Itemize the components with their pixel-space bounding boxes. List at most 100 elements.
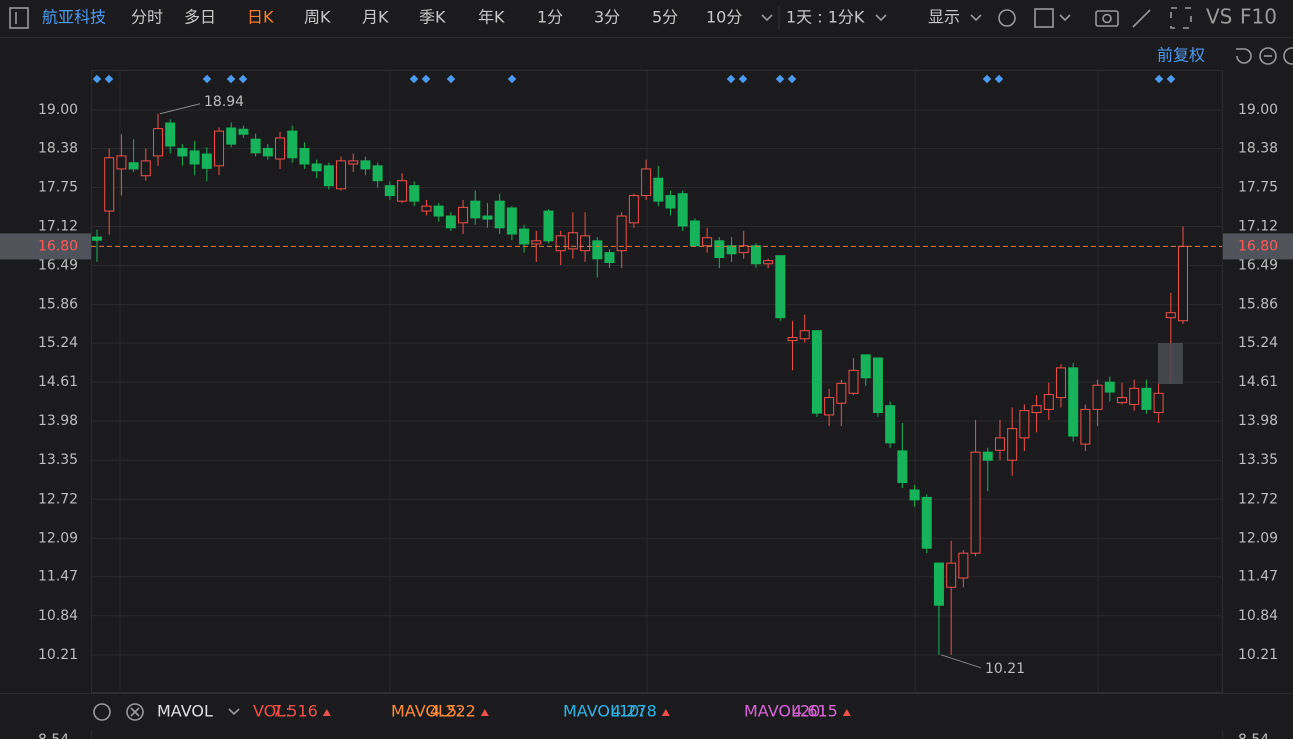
candle-body — [397, 180, 408, 202]
y-tick-label: 18.38 — [38, 140, 78, 156]
volume-axis-label: 8.54 — [38, 732, 69, 739]
y-tick-label-right: 11.47 — [1238, 569, 1278, 585]
candle-body — [458, 206, 469, 224]
checkbox-chevron[interactable] — [1059, 14, 1071, 22]
period-tab[interactable]: 分时 — [131, 8, 163, 27]
f10-button[interactable]: F10 — [1240, 5, 1277, 29]
candle-body — [726, 245, 737, 255]
period-tab[interactable]: 10分 — [706, 8, 742, 27]
fullscreen-icon[interactable] — [1170, 7, 1192, 29]
period-tab[interactable]: 季K — [419, 8, 446, 27]
event-marker[interactable] — [92, 74, 102, 84]
more-chevron[interactable] — [761, 14, 773, 22]
event-marker[interactable] — [104, 74, 114, 84]
event-marker[interactable] — [421, 74, 431, 84]
candle-body — [165, 122, 176, 147]
event-marker[interactable] — [202, 74, 212, 84]
event-marker[interactable] — [238, 74, 248, 84]
zoom-in-icon[interactable] — [1283, 47, 1293, 65]
stock-name[interactable]: 航亚科技 — [42, 8, 106, 27]
candle-body — [714, 240, 725, 259]
period-tab[interactable]: 年K — [478, 8, 505, 27]
candle-body — [262, 147, 273, 157]
y-tick-label-right: 15.24 — [1238, 335, 1278, 351]
display-menu[interactable]: 显示 — [928, 8, 960, 27]
display-chevron[interactable] — [970, 14, 982, 22]
y-tick-label-right: 15.86 — [1238, 297, 1278, 313]
period-tab[interactable]: 月K — [362, 8, 389, 27]
candle-body — [445, 215, 456, 229]
period-chevron[interactable] — [875, 14, 887, 22]
min-label: 10.21 — [985, 661, 1025, 677]
candle-body — [994, 437, 1005, 451]
candle-body — [470, 200, 481, 219]
candle-body — [970, 451, 981, 554]
camera-icon[interactable] — [1095, 10, 1119, 27]
max-label: 18.94 — [204, 94, 244, 110]
candle-body — [872, 357, 883, 413]
indicator-label: MAVOL10: — [563, 702, 645, 721]
settings-icon[interactable] — [998, 9, 1016, 27]
event-marker[interactable] — [446, 74, 456, 84]
candle-body — [677, 193, 688, 227]
draw-icon[interactable] — [1132, 9, 1151, 28]
candle-body — [384, 185, 395, 197]
y-tick-label: 17.12 — [38, 219, 78, 235]
candle-body — [653, 177, 664, 202]
candle-body — [604, 252, 615, 264]
y-tick-label-right: 16.49 — [1238, 258, 1278, 274]
candle-body — [1055, 367, 1066, 399]
candle-body — [1019, 410, 1030, 439]
indicator-settings-icon[interactable] — [93, 703, 111, 721]
camera-lens — [1102, 13, 1112, 24]
period-tab[interactable]: 日K — [247, 8, 274, 27]
event-marker[interactable] — [226, 74, 236, 84]
candle-body — [226, 127, 237, 145]
y-tick-label: 10.21 — [38, 647, 78, 663]
indicator-values: VOL:7.516 MAVOL5:4.222 MAVOL10:4.278 MAVOL2… — [253, 702, 851, 721]
indicator-label: VOL: — [253, 702, 291, 721]
y-tick-label-right: 14.61 — [1238, 374, 1278, 390]
candle-body — [287, 130, 298, 159]
candle-body — [92, 236, 102, 241]
y-tick-label-right: 18.38 — [1238, 140, 1278, 156]
y-tick-label-right: 13.35 — [1238, 452, 1278, 468]
candle-body — [543, 210, 554, 242]
candle-body — [116, 155, 127, 170]
candle-body — [140, 160, 151, 177]
indicator-close-icon[interactable] — [126, 703, 144, 721]
candle-body — [1141, 387, 1152, 410]
period-tabs: 分时 多日 日K 周K 月K 季K 年K 1分 3分 5分 10分 — [131, 8, 742, 27]
indicator-chevron[interactable] — [228, 708, 240, 716]
min-leader — [940, 654, 982, 669]
candle-body — [1043, 394, 1054, 410]
candle-body — [250, 138, 261, 154]
sidebar-icon[interactable] — [9, 7, 29, 29]
candle-body — [885, 405, 896, 444]
period-tab[interactable]: 多日 — [184, 8, 216, 27]
period-tab[interactable]: 3分 — [594, 8, 620, 27]
checkbox-icon[interactable] — [1034, 8, 1054, 28]
adjust-mode[interactable]: 前复权 — [1157, 46, 1205, 65]
y-tick-label: 19.00 — [38, 102, 78, 118]
period-tab[interactable]: 1分 — [537, 8, 563, 27]
y-tick-label: 12.09 — [38, 530, 78, 546]
reset-icon[interactable] — [1236, 48, 1252, 64]
y-tick-label: 12.72 — [38, 491, 78, 507]
candle-body — [1007, 428, 1018, 461]
period-tab[interactable]: 5分 — [652, 8, 678, 27]
candle-body — [946, 562, 957, 588]
event-marker[interactable] — [409, 74, 419, 84]
candle-body — [787, 336, 798, 342]
y-tick-label: 13.98 — [38, 413, 78, 429]
zoom-out-icon[interactable] — [1259, 47, 1277, 65]
indicator-name[interactable]: MAVOL — [157, 702, 213, 721]
last-price-box — [0, 233, 91, 260]
candle-body — [1080, 408, 1091, 445]
candle-body — [860, 354, 871, 379]
period-tab[interactable]: 周K — [304, 8, 331, 27]
vs-button[interactable]: VS — [1206, 5, 1232, 29]
period-select[interactable]: 1天 : 1分K — [786, 8, 865, 27]
candle-body — [592, 240, 603, 260]
up-arrow — [842, 709, 851, 716]
